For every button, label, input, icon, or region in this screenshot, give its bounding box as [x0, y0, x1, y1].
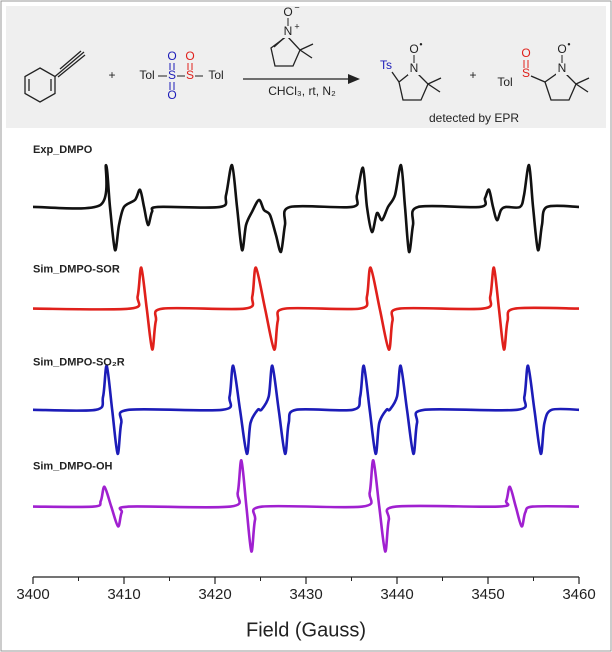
oxygen: O [167, 49, 176, 63]
spectrum [32, 364, 580, 456]
scheme-panel [6, 6, 606, 128]
charge: + [294, 21, 299, 31]
series-label: Sim_DMPO-SOR [33, 264, 120, 276]
scheme: + Tol S O O S O Tol N + O − CHCl₃, rt, N… [24, 2, 590, 125]
spectrum [32, 266, 580, 351]
charge: − [294, 2, 299, 12]
series-label: Sim_DMPO-SO₂R [33, 357, 125, 369]
radical: • [419, 39, 422, 49]
x-tick-label: 3430 [289, 586, 322, 603]
nitrogen: N [284, 24, 293, 38]
caption: detected by EPR [429, 111, 519, 125]
tol: Tol [208, 68, 223, 82]
x-tick-label: 3410 [107, 586, 140, 603]
conditions: CHCl₃, rt, N₂ [268, 84, 336, 98]
x-tick-label: 3450 [471, 586, 504, 603]
nitrogen: N [558, 61, 567, 75]
tol: Tol [139, 68, 154, 82]
oxygen: O [167, 88, 176, 102]
series-label: Exp_DMPO [33, 144, 93, 156]
oxygen: O [557, 42, 566, 56]
spectrum [32, 163, 580, 254]
sulfur: S [522, 66, 530, 80]
tosyl: Ts [380, 58, 392, 72]
oxygen: O [409, 42, 418, 56]
plus: + [469, 68, 476, 82]
oxygen: O [185, 49, 194, 63]
x-tick-label: 3460 [562, 586, 595, 603]
product-ring [398, 69, 429, 101]
tol: Tol [497, 75, 512, 89]
x-tick-label: 3440 [380, 586, 413, 603]
sulfur: S [186, 68, 194, 82]
x-axis-title: Field (Gauss) [246, 619, 366, 641]
dmpo-ring [270, 35, 301, 67]
radical: • [567, 39, 570, 49]
spectrum [32, 459, 580, 553]
series-label: Sim_DMPO-OH [33, 461, 113, 473]
plus: + [108, 68, 115, 82]
sulfur: S [168, 68, 176, 82]
nitrogen: N [410, 61, 419, 75]
x-tick-label: 3420 [198, 586, 231, 603]
oxygen: O [521, 46, 530, 60]
x-tick-label: 3400 [16, 586, 49, 603]
product-ring [544, 69, 577, 101]
oxygen: O [283, 5, 292, 19]
